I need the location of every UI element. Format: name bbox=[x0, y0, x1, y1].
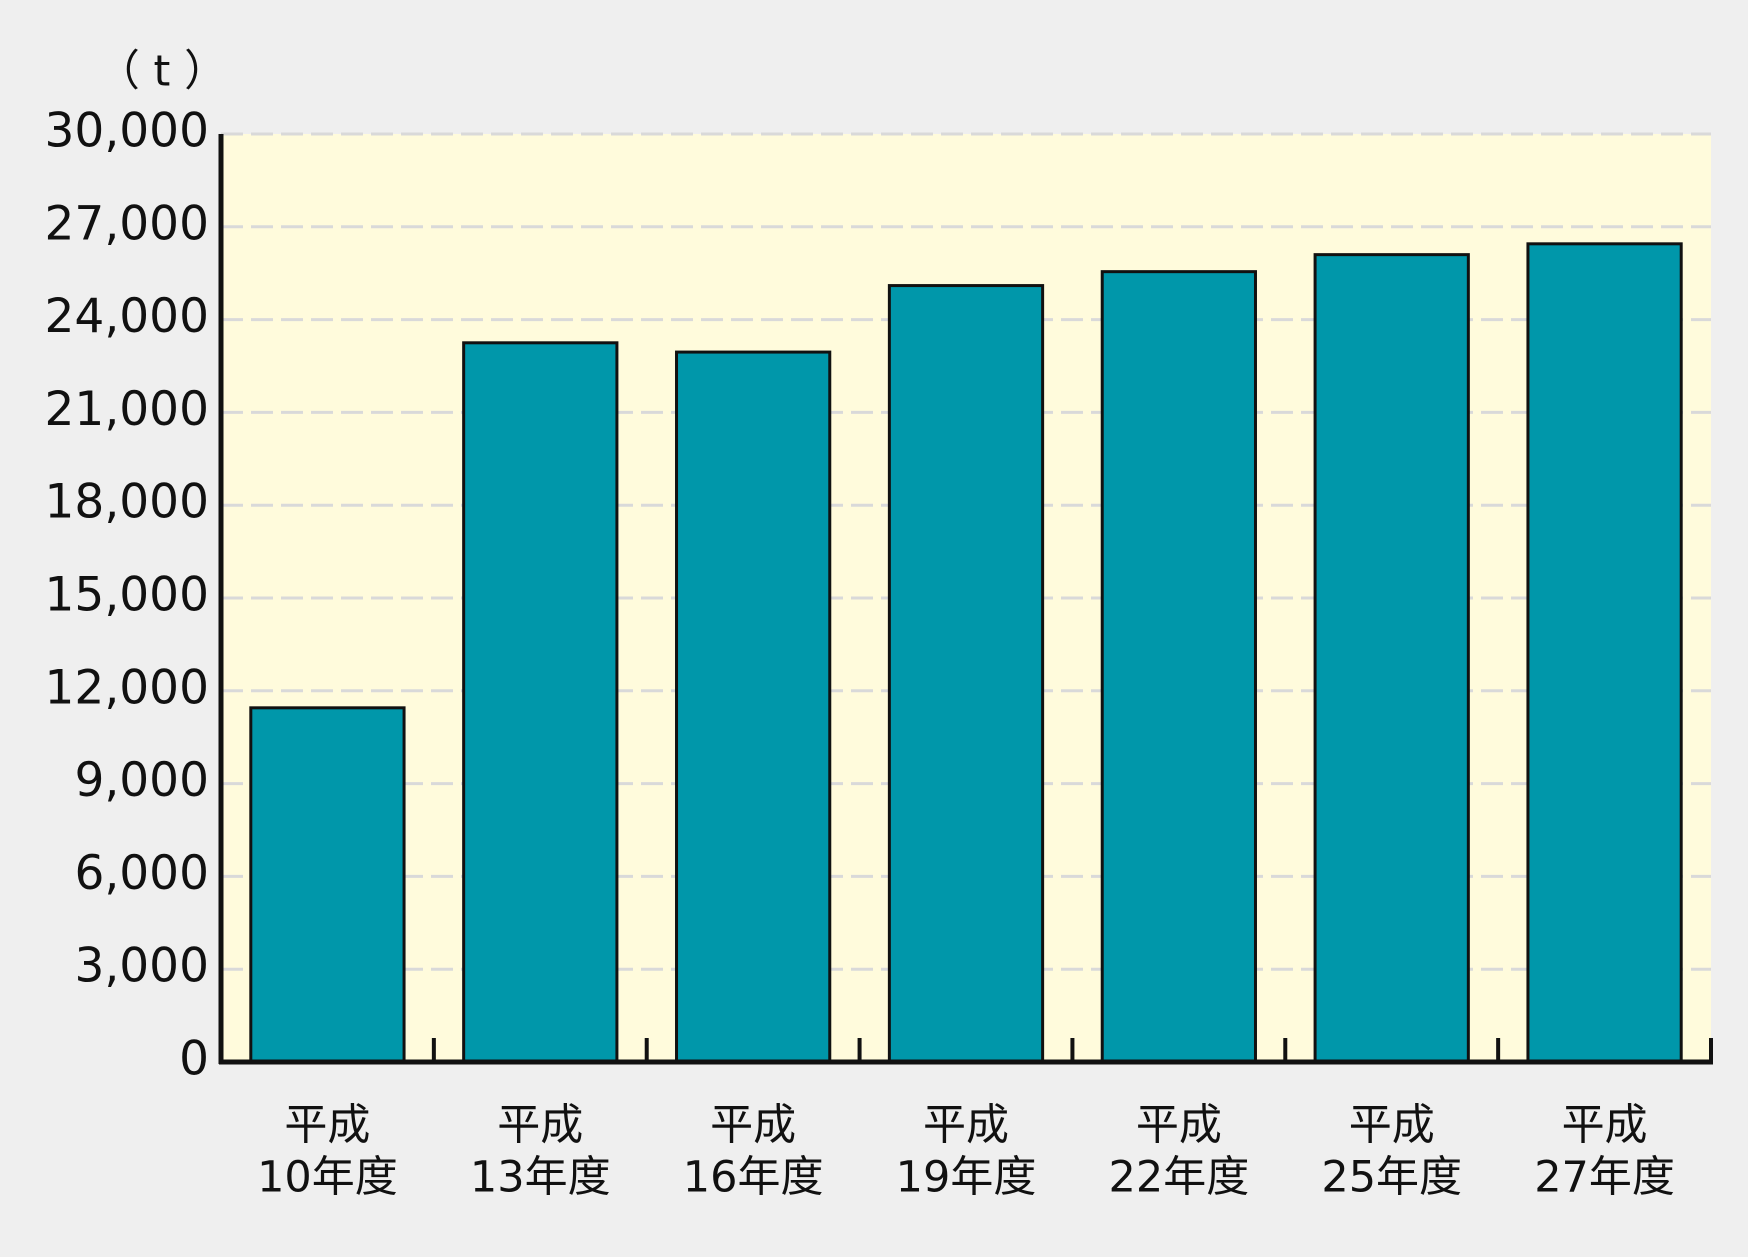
x-tick-label: 27年度 bbox=[1534, 1153, 1675, 1203]
y-tick-label: 21,000 bbox=[45, 382, 209, 437]
x-tick-label: 平成 bbox=[1349, 1101, 1435, 1151]
y-tick-label: 6,000 bbox=[74, 846, 209, 901]
x-tick-label: 19年度 bbox=[896, 1153, 1037, 1203]
bar bbox=[1313, 253, 1470, 1064]
x-tick-label: 平成 bbox=[923, 1101, 1009, 1151]
x-tick-label: 平成 bbox=[497, 1101, 583, 1151]
bar bbox=[249, 706, 406, 1064]
bar bbox=[887, 284, 1045, 1064]
x-tick-label: 平成 bbox=[284, 1101, 370, 1151]
y-tick-label: 9,000 bbox=[74, 753, 209, 808]
x-tick-label: 22年度 bbox=[1108, 1153, 1249, 1203]
x-tick-label: 10年度 bbox=[257, 1153, 398, 1203]
y-tick-label: 30,000 bbox=[45, 104, 209, 159]
y-tick-label: 18,000 bbox=[45, 475, 209, 530]
bar bbox=[1526, 242, 1683, 1064]
x-tick-label: 25年度 bbox=[1321, 1153, 1462, 1203]
x-tick-label: 平成 bbox=[1136, 1101, 1222, 1151]
bar bbox=[462, 341, 619, 1064]
y-tick-label: 0 bbox=[179, 1032, 209, 1087]
y-tick-label: 12,000 bbox=[45, 660, 209, 715]
x-tick-label: 平成 bbox=[710, 1101, 796, 1151]
x-tick-label: 平成 bbox=[1562, 1101, 1648, 1151]
bar bbox=[1100, 270, 1257, 1064]
y-tick-label: 24,000 bbox=[45, 289, 209, 344]
x-tick-label: 13年度 bbox=[470, 1153, 611, 1203]
y-tick-label: 15,000 bbox=[45, 568, 209, 623]
y-axis-unit: （ t ） bbox=[97, 47, 227, 97]
y-tick-label: 3,000 bbox=[74, 939, 209, 994]
bar bbox=[675, 350, 832, 1064]
y-tick-label: 27,000 bbox=[45, 196, 209, 251]
x-tick-label: 16年度 bbox=[683, 1153, 824, 1203]
